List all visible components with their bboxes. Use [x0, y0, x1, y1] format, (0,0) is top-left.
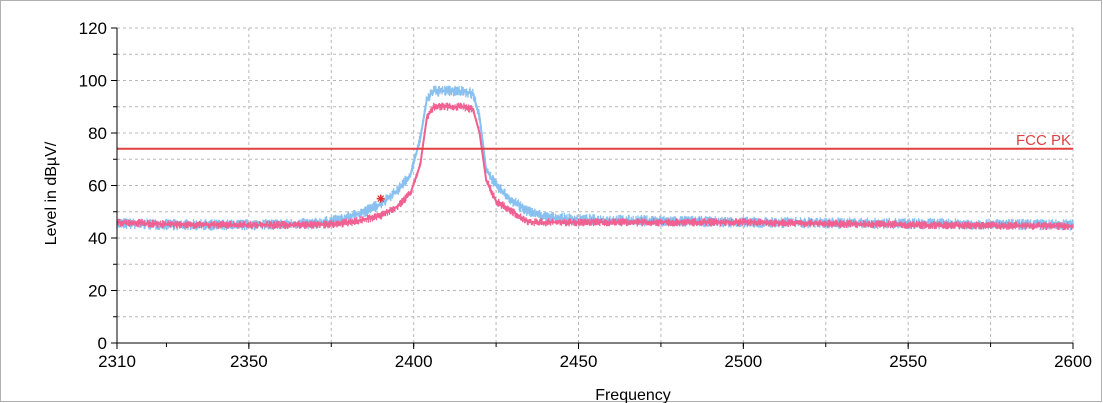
peak-marker [376, 194, 385, 203]
x-axis-title: Frequency [595, 387, 671, 403]
y-tick-label: 20 [88, 282, 107, 301]
x-tick-label: 2350 [230, 352, 268, 371]
x-tick-label: 2400 [395, 352, 433, 371]
x-tick-label: 2310 [98, 352, 136, 371]
limit-line-label: FCC PK [1016, 132, 1071, 149]
series-line-1 [116, 105, 1074, 228]
y-tick-label: 0 [98, 334, 107, 353]
tick-layer: 2310 2350 2400 2450 2500 2550 2600 0 20 40 60 80 100… [79, 19, 1092, 371]
y-tick-label: 40 [88, 229, 107, 248]
y-tick-label: 60 [88, 177, 107, 196]
y-tick-label: 120 [79, 19, 107, 38]
y-tick-label: 80 [88, 124, 107, 143]
limit-layer: FCC PK [117, 132, 1073, 150]
marker-layer [376, 194, 385, 203]
x-tick-label: 2550 [889, 352, 927, 371]
x-tick-label: 2600 [1054, 352, 1092, 371]
y-axis-title: Level in dBµV/ [43, 141, 60, 245]
x-tick-label: 2500 [724, 352, 762, 371]
y-tick-label: 100 [79, 72, 107, 91]
x-tick-label: 2450 [560, 352, 598, 371]
series-line-2 [116, 90, 1074, 226]
series-layer [116, 85, 1074, 231]
